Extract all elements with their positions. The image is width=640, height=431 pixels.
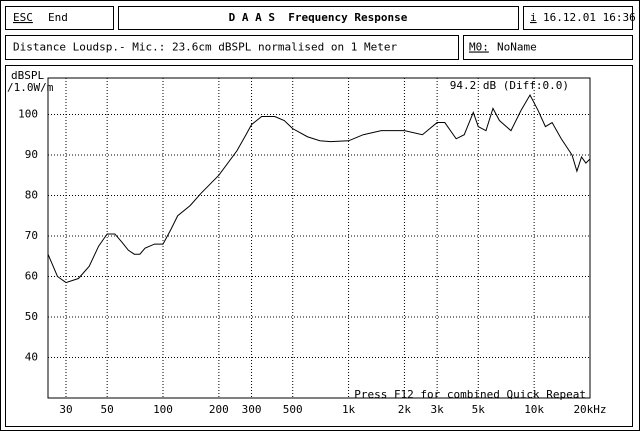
- hint: Press F12 for combined Quick Repeat: [354, 388, 586, 401]
- plot: 40 50 60 70 80 90 100 30 50 100 200 300 500 1k 2k 3k 5k 1…: [18, 77, 607, 416]
- annotation: 94.2 dB (Diff:0.0): [450, 79, 569, 92]
- response-curve: [47, 93, 591, 284]
- measurement-box: [5, 35, 459, 60]
- x-tick-label: 200: [209, 403, 229, 416]
- y-axis-unit: /1.0W/m: [7, 81, 54, 94]
- memory-name: NoName: [497, 41, 537, 54]
- x-tick-label: 100: [153, 403, 173, 416]
- x-tick-label: 10k: [524, 403, 544, 416]
- x-tick-label: 2k: [398, 403, 412, 416]
- end-label[interactable]: End: [48, 11, 68, 24]
- datetime: 16.12.01 16:36: [543, 11, 636, 24]
- x-tick-label: 1k: [342, 403, 356, 416]
- window-title: D A A S Frequency Response: [229, 11, 408, 24]
- x-tick-label: 50: [101, 403, 114, 416]
- y-tick-label: 100: [18, 107, 38, 120]
- y-tick-label: 50: [25, 310, 38, 323]
- x-tick-label: 30: [59, 403, 72, 416]
- x-tick-label: 3k: [430, 403, 444, 416]
- title-box: [118, 6, 519, 30]
- y-axis-label: dBSPL: [11, 69, 44, 82]
- x-tick-label: 20kHz: [573, 403, 606, 416]
- memory-box[interactable]: [463, 35, 633, 60]
- measurement-info: Distance Loudsp.- Mic.: 23.6cm dBSPL nor…: [13, 41, 397, 54]
- chart-frame: [5, 65, 633, 427]
- plot-area: [47, 77, 591, 399]
- x-tick-label: 500: [283, 403, 303, 416]
- esc-button[interactable]: [5, 6, 114, 30]
- info-key[interactable]: i: [530, 11, 537, 24]
- y-tick-label: 60: [25, 269, 38, 282]
- info-box[interactable]: [523, 6, 633, 30]
- y-tick-label: 80: [25, 188, 38, 201]
- y-tick-label: 40: [25, 350, 38, 363]
- y-tick-label: 70: [25, 229, 38, 242]
- y-tick-label: 90: [25, 148, 38, 161]
- x-tick-label: 5k: [472, 403, 486, 416]
- x-tick-label: 300: [242, 403, 262, 416]
- memory-label[interactable]: M0:: [469, 41, 489, 54]
- esc-key[interactable]: ESC: [13, 11, 33, 24]
